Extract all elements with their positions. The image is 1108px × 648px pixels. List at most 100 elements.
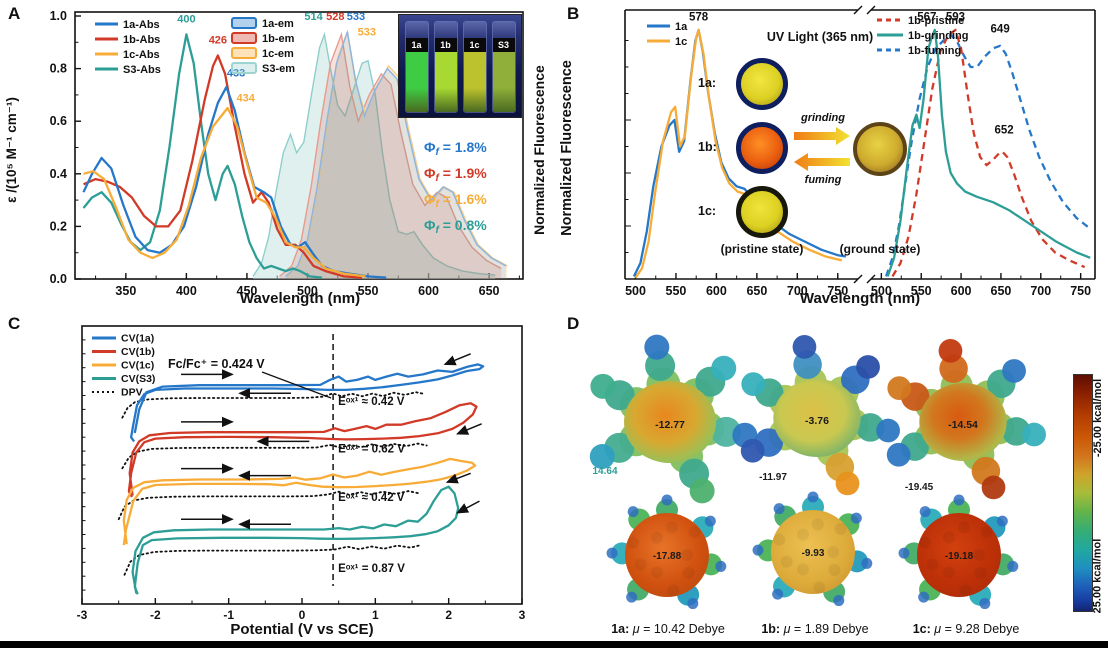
legend-label: 1a bbox=[675, 21, 688, 33]
sphere-texture-dot bbox=[959, 584, 972, 597]
cuvette-liquid bbox=[405, 52, 428, 112]
x-tick-label: 500 bbox=[625, 284, 646, 298]
quantum-yield-teal: Φf = 0.8% bbox=[424, 217, 487, 236]
sphere-texture-dot bbox=[957, 521, 970, 534]
scan-direction-arrow bbox=[456, 500, 480, 514]
eox-label-3: Eᵒˣ¹ = 0.87 V bbox=[338, 563, 405, 575]
panel-d-esp-maps: -12.77 -3.76 -14.54 14.64 -11.97 -19.45 -17.88… bbox=[589, 334, 1046, 610]
sphere-bump-tip bbox=[979, 598, 991, 610]
axis-break-mark bbox=[853, 5, 863, 15]
grinding-label: grinding bbox=[801, 112, 845, 124]
sphere-bump-tip bbox=[627, 506, 639, 518]
sphere-texture-dot bbox=[665, 521, 678, 534]
sphere-bump-tip bbox=[833, 595, 845, 607]
sphere-texture-dot bbox=[797, 563, 809, 576]
cuvette-liquid bbox=[492, 52, 515, 112]
grinding-fuming-arrows bbox=[794, 127, 850, 171]
bottom-border-bar bbox=[0, 641, 1108, 648]
powder-photo-1b-pristine bbox=[736, 122, 788, 174]
molecule-core bbox=[773, 379, 861, 457]
sphere-bump-tip bbox=[953, 494, 965, 506]
x-tick-label: -3 bbox=[77, 608, 88, 622]
panel-b-fluorescence-chart: 500 550 600 650 700 750 500 550 600 650 700 750 578 5… bbox=[559, 5, 1096, 307]
sphere-texture-dot bbox=[773, 533, 786, 546]
sphere-texture-dot bbox=[943, 566, 955, 579]
sphere-body bbox=[625, 513, 709, 597]
sphere-texture-dot bbox=[681, 549, 693, 561]
cuvette-1b: 1b bbox=[433, 21, 458, 113]
axis-break-mark bbox=[853, 274, 863, 284]
molecule-arm bbox=[835, 471, 860, 496]
powder-photo-1a bbox=[736, 58, 788, 110]
sphere-body bbox=[917, 513, 1001, 597]
sphere-bump-tip bbox=[861, 557, 873, 569]
molecule-arm bbox=[1002, 359, 1026, 383]
dpv-trace-1 bbox=[121, 442, 428, 470]
cuvette-cap bbox=[434, 22, 457, 38]
cv-curve-CV(S3) bbox=[131, 485, 460, 595]
cuvette-label: 1b bbox=[434, 38, 457, 52]
emission-area-1b-em bbox=[279, 34, 502, 280]
esp-molecule-2: -3.76 bbox=[740, 335, 900, 496]
x-tick-label: 750 bbox=[827, 284, 848, 298]
esp-value-secondary: -19.45 bbox=[905, 482, 934, 493]
cuvette-cap bbox=[492, 22, 515, 38]
panel-d: D -12.77 -3.76 -14.54 14.64 -11.97 -19.45 -17.… bbox=[555, 312, 1108, 642]
panel-a-spectra-chart: 350 400 450 500 550 600 650 0.0 0.2 0.4 0.6 0.8 1.0 4… bbox=[4, 9, 547, 307]
powder-label-1c: 1c: bbox=[698, 204, 717, 218]
sphere-texture-dot bbox=[780, 555, 793, 568]
compound-name-1a: 1a: bbox=[611, 622, 630, 636]
legend-abs-label: 1b-Abs bbox=[123, 34, 160, 46]
esp-value-center: -14.54 bbox=[948, 419, 978, 431]
cuvette-label: 1a bbox=[405, 38, 428, 52]
esp-molecule-3: -14.54 bbox=[886, 339, 1046, 500]
compound-name-1b: 1b: bbox=[761, 622, 781, 636]
legend-label: 1b-grinding bbox=[908, 30, 969, 42]
peak-label-652: 652 bbox=[995, 124, 1014, 136]
x-axis-label: Potential (V vs SCE) bbox=[230, 621, 373, 638]
emission-line-S3-em bbox=[252, 31, 496, 277]
sphere-texture-dot bbox=[834, 522, 847, 535]
cv-curve-CV(1b) bbox=[127, 402, 478, 498]
sphere-texture-dot bbox=[943, 531, 955, 544]
molecule-arm bbox=[740, 438, 765, 463]
legend-label: CV(S3) bbox=[121, 373, 155, 385]
mu-symbol-1a: μ bbox=[632, 622, 640, 636]
cuvette-S3: S3 bbox=[491, 21, 516, 113]
scan-direction-arrow bbox=[445, 472, 471, 484]
fuming-label: fuming bbox=[804, 174, 842, 186]
sphere-texture-dot bbox=[811, 518, 824, 531]
x-tick-label: 3 bbox=[519, 608, 526, 622]
esp-value-secondary: 14.64 bbox=[592, 466, 617, 477]
legend-label: 1b-fuming bbox=[908, 45, 961, 57]
sphere-bump-tip bbox=[626, 591, 638, 603]
sphere-bump-tip bbox=[898, 547, 910, 559]
molecule-arm bbox=[886, 442, 911, 467]
sphere-bump-tip bbox=[661, 494, 673, 506]
cuvette-label: 1c bbox=[463, 38, 486, 52]
cv-curve-CV(1a) bbox=[129, 363, 485, 443]
sphere-texture-dot bbox=[797, 528, 809, 541]
x-tick-label: 650 bbox=[991, 284, 1012, 298]
legend-em-label: 1c-em bbox=[262, 48, 294, 60]
cuvette-label: S3 bbox=[492, 38, 515, 52]
molecule-arm bbox=[1022, 422, 1046, 447]
esp-sphere-3: -19.18 bbox=[898, 494, 1019, 610]
x-tick-label: 450 bbox=[237, 284, 258, 298]
peak-label-649: 649 bbox=[991, 24, 1010, 36]
sphere-texture-dot bbox=[827, 546, 839, 558]
mechanochromism-inset: UV Light (365 nm) 1a: 1b: grinding fumin… bbox=[670, 30, 920, 262]
sphere-texture-dot bbox=[688, 525, 701, 538]
x-tick-label: -1 bbox=[223, 608, 234, 622]
emission-area-1a-em bbox=[285, 31, 506, 279]
sphere-texture-dot bbox=[828, 563, 841, 576]
compound-name-1c: 1c: bbox=[912, 622, 931, 636]
sphere-texture-dot bbox=[980, 525, 993, 538]
panel-b: B 500 550 600 650 700 750 500 550 600 650 700 750 57… bbox=[555, 0, 1108, 312]
dpv-trace-2 bbox=[117, 490, 421, 521]
panel-a-label: A bbox=[8, 4, 21, 23]
peak-label-593: 593 bbox=[946, 12, 965, 24]
sphere-bump-tip bbox=[606, 547, 618, 559]
x-tick-label: 550 bbox=[666, 284, 687, 298]
grinding-arrow-icon bbox=[794, 127, 850, 145]
